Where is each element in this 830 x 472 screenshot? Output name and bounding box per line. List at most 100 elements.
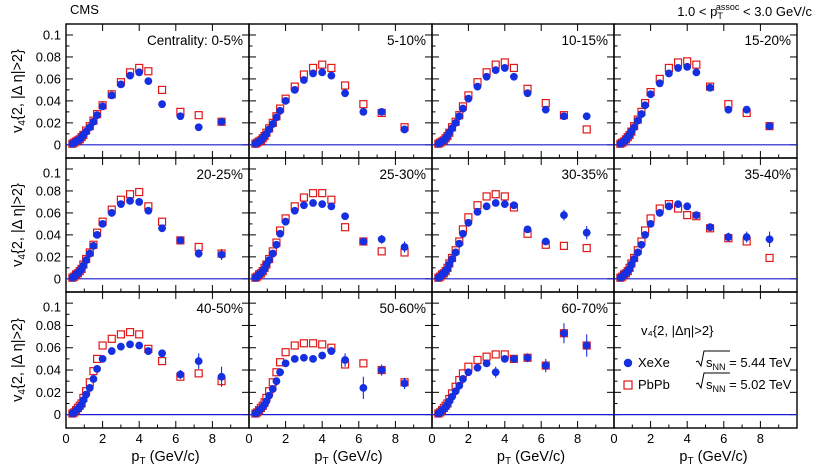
xexe-point: [217, 250, 226, 259]
x-tick-label: 6: [355, 431, 362, 446]
xexe-point: [448, 124, 456, 133]
xexe-point: [217, 372, 226, 381]
panel-2: 5-10%: [248, 23, 433, 159]
xexe-point: [144, 347, 153, 355]
xexe-point: [706, 223, 714, 232]
xexe-point: [400, 379, 409, 388]
x-tick-label: 4: [501, 431, 508, 446]
legend-energy-var: s: [706, 355, 713, 370]
xexe-point: [268, 385, 277, 393]
legend-title: v₄{2, |Δη|>2}: [641, 323, 714, 338]
xexe-point: [300, 76, 308, 84]
x-tick-label: 2: [99, 431, 106, 446]
xexe-point: [742, 105, 751, 114]
xexe-point: [674, 64, 682, 72]
xexe-point: [560, 211, 568, 220]
xexe-point: [194, 357, 203, 366]
xexe-point: [135, 68, 144, 77]
xexe-point: [89, 241, 98, 250]
y-axis-title: v4{2, |Δ η|>2}: [10, 183, 28, 267]
xexe-point: [473, 207, 482, 216]
x-axis-sub: T: [322, 456, 328, 467]
xexe-point: [265, 256, 274, 265]
assoc-pt-low: 1.0: [677, 4, 695, 19]
xexe-point: [641, 101, 650, 110]
xexe-point: [176, 236, 185, 245]
panel-grid: 0 0.02 0.04 0.06 0.08 0.1 Centrality: 0-5% 5-10…: [36, 23, 798, 446]
y-axis-sub: 4: [17, 254, 28, 260]
x-axis-var: p: [679, 449, 687, 465]
xexe-point: [107, 91, 116, 100]
pbpb-point: [194, 111, 203, 120]
y-tick-label: 0.02: [36, 249, 61, 264]
xexe-point: [272, 377, 281, 386]
y-tick-label: 0.06: [36, 340, 61, 355]
pbpb-point: [318, 189, 327, 198]
pbpb-point: [299, 339, 308, 348]
xexe-point: [455, 239, 464, 248]
assoc-pt-sub: T: [717, 11, 723, 21]
xexe-point: [318, 351, 327, 360]
y-tick-label: 0.08: [36, 49, 61, 64]
xexe-point: [637, 240, 646, 249]
pbpb-point: [281, 348, 290, 357]
x-axis-unit: (GeV/c): [329, 449, 383, 465]
assoc-pt-range: 1.0 < pTassoc < 3.0 GeV/c: [677, 2, 812, 21]
legend-label: XeXe: [638, 355, 670, 370]
xexe-point: [473, 363, 482, 372]
pbpb-point: [582, 243, 591, 253]
xexe-point: [359, 107, 368, 116]
xexe-point: [135, 341, 144, 350]
x-axis-sub: T: [505, 456, 511, 467]
pbpb-point: [500, 192, 509, 201]
xexe-point: [491, 66, 500, 75]
x-tick-label: 4: [684, 431, 691, 446]
y-tick-label: 0.1: [43, 27, 61, 42]
xexe-point: [582, 228, 591, 237]
xexe-point: [341, 212, 349, 221]
xexe-point: [158, 100, 166, 109]
xexe-point: [459, 104, 467, 113]
xexe-point: [665, 69, 673, 78]
x-axis-sub: T: [139, 456, 145, 467]
xexe-point: [290, 86, 299, 94]
xexe-point: [276, 368, 285, 377]
x-axis-unit: (GeV/c): [694, 449, 748, 465]
xexe-point: [144, 77, 153, 86]
xexe-point: [633, 248, 642, 257]
x-axis-title: pT (GeV/c): [314, 449, 382, 467]
axis-titles: pT (GeV/c) pT (GeV/c) pT (GeV/c) pT (GeV/c)…: [10, 49, 748, 467]
xexe-point: [500, 64, 509, 72]
sqrt-sign: [695, 372, 730, 390]
y-axis-title: v4{2, |Δ η|>2}: [10, 49, 28, 133]
xexe-point: [724, 105, 733, 114]
centrality-label: 5-10%: [387, 33, 426, 48]
pbpb-point: [509, 63, 518, 73]
x-axis-unit: (GeV/c): [146, 449, 200, 465]
legend-energy: sNN = 5.44 TeV: [706, 355, 792, 372]
xexe-point: [89, 375, 98, 383]
panel-12: [613, 291, 798, 429]
sqrt-sign: [695, 350, 730, 368]
pbpb-point: [473, 355, 482, 365]
xexe-point: [448, 255, 456, 263]
pbpb-point: [491, 190, 500, 199]
xexe-point: [630, 123, 639, 132]
y-tick-label: 0: [54, 271, 61, 286]
xexe-point: [309, 354, 317, 363]
xexe-point: [268, 249, 277, 258]
pbpb-point: [107, 334, 116, 343]
x-tick-label: 8: [757, 431, 764, 446]
pbpb-point: [359, 100, 368, 109]
xexe-point: [464, 218, 473, 227]
xexe-point: [451, 118, 460, 127]
xexe-point: [93, 230, 102, 239]
xexe-point: [459, 375, 467, 383]
y-axis-var: v: [10, 394, 26, 402]
pbpb-point: [765, 253, 774, 263]
xexe-point: [377, 366, 386, 374]
xexe-point: [300, 201, 308, 210]
xexe-point: [510, 72, 518, 81]
xexe-point: [85, 249, 94, 258]
